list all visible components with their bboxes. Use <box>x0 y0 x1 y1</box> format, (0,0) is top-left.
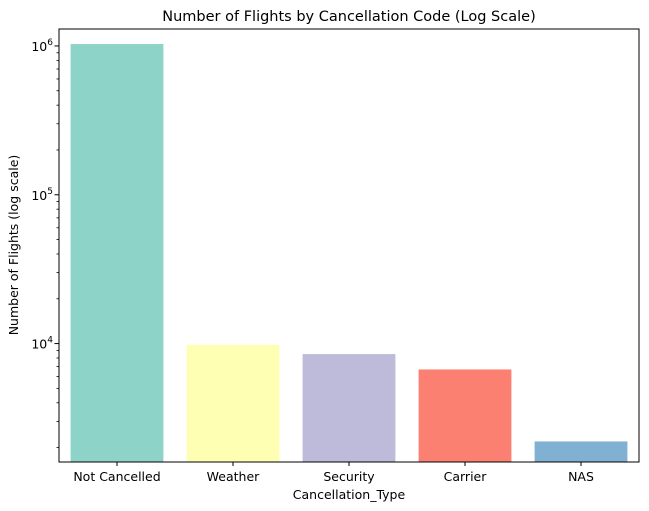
x-axis: Not Cancelled Weather Security Carrier NAS <box>73 462 594 484</box>
y-tick-label: 105 <box>31 187 53 203</box>
bar <box>418 369 512 462</box>
bar <box>302 354 396 462</box>
y-axis-label: Number of Flights (log scale) <box>6 155 21 336</box>
chart-title: Number of Flights by Cancellation Code (… <box>162 9 535 25</box>
bar <box>70 44 164 462</box>
y-tick-label: 104 <box>31 336 53 352</box>
x-tick-label: Weather <box>207 469 260 484</box>
x-tick-label: Security <box>323 469 375 484</box>
bar <box>186 344 280 462</box>
bar <box>534 441 628 462</box>
y-tick-label: 106 <box>31 38 53 54</box>
x-axis-label: Cancellation_Type <box>293 487 406 502</box>
x-tick-label: Carrier <box>444 469 488 484</box>
x-tick-label: NAS <box>568 469 594 484</box>
x-tick-label: Not Cancelled <box>73 469 160 484</box>
bars-group <box>70 44 628 462</box>
plot-frame <box>58 28 640 463</box>
y-axis: 106 105 104 <box>31 38 59 448</box>
